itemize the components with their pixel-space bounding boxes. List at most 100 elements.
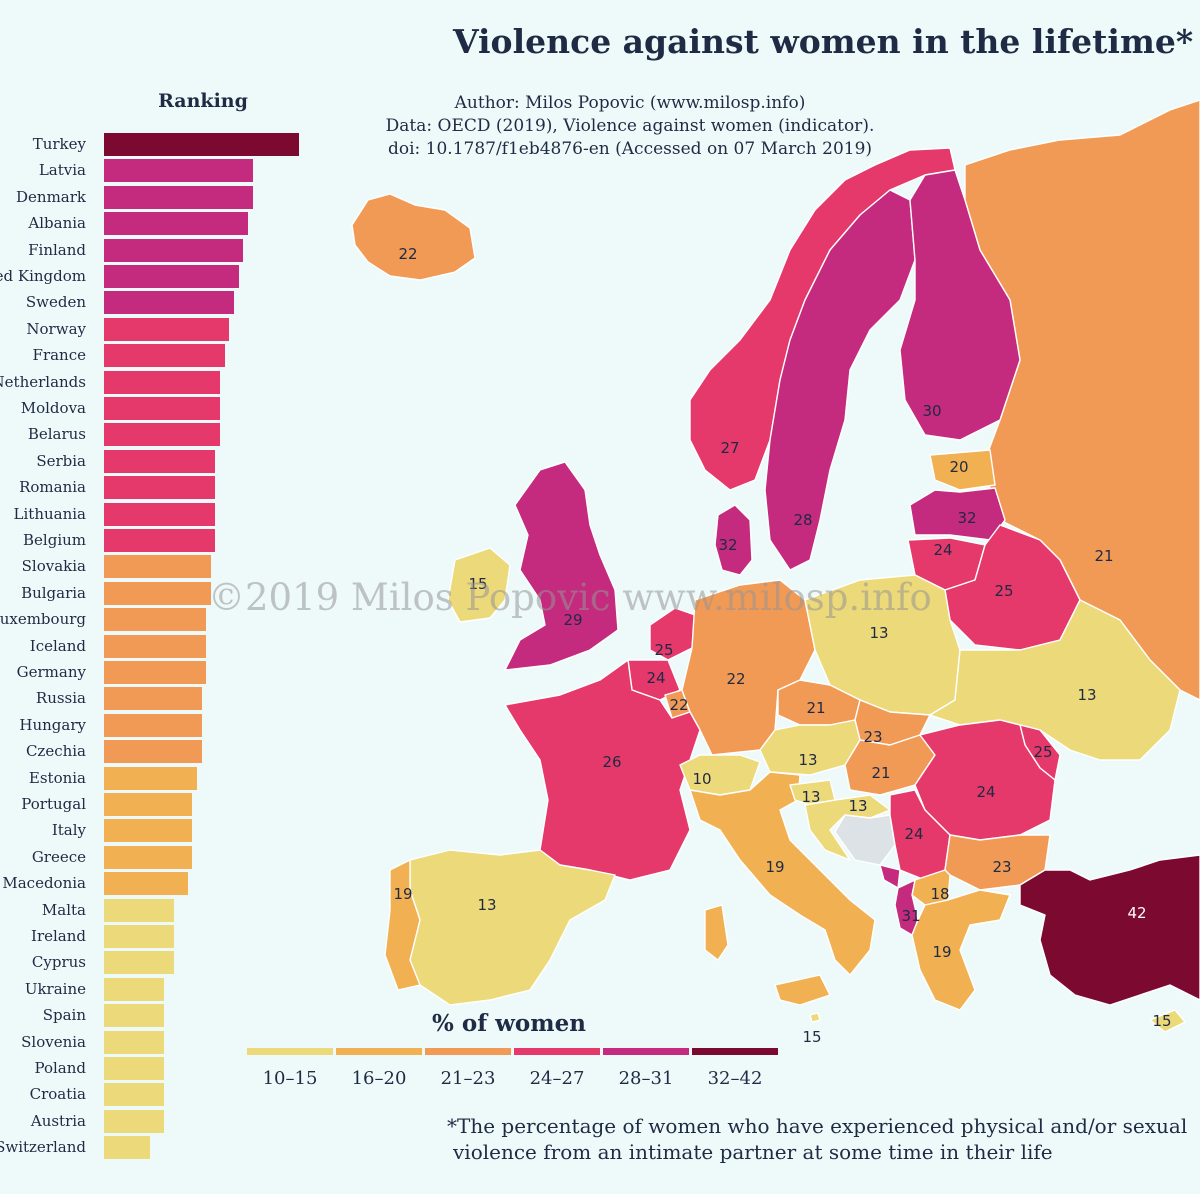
country-malta[interactable]: [809, 1012, 821, 1023]
country-montenegro[interactable]: [879, 864, 901, 889]
bar-11[interactable]: [104, 423, 221, 447]
legend-swatch-28-31: [603, 1048, 689, 1055]
country-sweden[interactable]: [764, 189, 916, 571]
bar-label: Belgium: [23, 531, 86, 549]
bar-34[interactable]: [104, 1030, 165, 1054]
country-romania[interactable]: [914, 719, 1056, 841]
bar-25[interactable]: [104, 793, 193, 816]
bar-14[interactable]: [104, 502, 216, 526]
bar-row: Austria: [0, 1109, 310, 1135]
country-estonia[interactable]: [929, 449, 996, 491]
legend-swatch-16-20: [336, 1048, 422, 1055]
bar-label: Spain: [42, 1006, 86, 1025]
bar-label: Italy: [51, 821, 86, 840]
country-turkey[interactable]: [1019, 854, 1200, 1006]
bar-6[interactable]: [104, 291, 234, 315]
bar-row: Turkey: [0, 132, 310, 158]
country-portugal[interactable]: [384, 859, 421, 991]
bar-20[interactable]: [104, 661, 207, 684]
country-italy-sicily[interactable]: [774, 974, 831, 1006]
bar-38[interactable]: [104, 1136, 151, 1160]
bar-36[interactable]: [104, 1083, 165, 1107]
bar-8[interactable]: [104, 344, 225, 368]
bar-label: Sweden: [25, 293, 86, 312]
country-greece[interactable]: [911, 889, 1011, 1011]
bar-32[interactable]: [104, 977, 165, 1001]
bar-label: Austria: [30, 1111, 86, 1130]
bar-1[interactable]: [104, 159, 253, 183]
map-label-latvia: 32: [957, 509, 976, 527]
bar-37[interactable]: [104, 1109, 165, 1133]
bar-13[interactable]: [104, 476, 216, 500]
bar-row: Russia: [0, 686, 310, 712]
bar-19[interactable]: [104, 634, 207, 658]
bar-17[interactable]: [104, 581, 211, 605]
bar-label: Turkey: [32, 135, 86, 153]
bar-29[interactable]: [104, 898, 174, 922]
map-label-slovakia: 23: [863, 728, 882, 746]
country-bosnia-no-data[interactable]: [834, 814, 896, 866]
bar-row: Hungary: [0, 713, 310, 739]
bar-label: Switzerland: [0, 1138, 86, 1157]
country-italy-sardinia[interactable]: [704, 904, 729, 961]
footnote-line-1: *The percentage of women who have experi…: [447, 1114, 1188, 1138]
bar-28[interactable]: [104, 872, 188, 896]
bar-label: Denmark: [16, 187, 86, 206]
bar-row: Spain: [0, 1003, 310, 1029]
country-spain[interactable]: [409, 849, 616, 1006]
bar-33[interactable]: [104, 1004, 165, 1028]
country-cyprus[interactable]: [1149, 1009, 1186, 1033]
map-label-ukraine: 13: [1077, 686, 1096, 704]
bar-row: Croatia: [0, 1082, 310, 1108]
map-label-denmark: 32: [718, 536, 737, 554]
bar-15[interactable]: [104, 529, 216, 552]
bar-35[interactable]: [104, 1057, 165, 1080]
bar-label: Malta: [41, 900, 86, 919]
bar-2[interactable]: [104, 185, 253, 209]
country-ireland[interactable]: [447, 547, 511, 623]
bar-row: ed Kingdom: [0, 264, 310, 290]
bar-4[interactable]: [104, 238, 244, 262]
bar-label: Slovenia: [21, 1032, 86, 1051]
country-latvia[interactable]: [909, 487, 1006, 541]
bar-label: Iceland: [29, 636, 86, 655]
bar-22[interactable]: [104, 713, 202, 737]
bar-row: Norway: [0, 317, 310, 343]
bar-row: Slovenia: [0, 1030, 310, 1056]
footnote: *The percentage of women who have experi…: [447, 1113, 1199, 1165]
bar-26[interactable]: [104, 819, 193, 843]
bar-row: Latvia: [0, 158, 310, 184]
map-label-greece: 19: [932, 943, 951, 961]
bar-10[interactable]: [104, 397, 221, 420]
country-denmark[interactable]: [714, 504, 753, 576]
map-label-ireland: 15: [468, 575, 487, 593]
bar-12[interactable]: [104, 449, 216, 473]
bar-27[interactable]: [104, 845, 193, 869]
bar-30[interactable]: [104, 925, 174, 948]
country-iceland[interactable]: [351, 193, 476, 281]
map-label-north-macedonia: 18: [930, 885, 949, 903]
bar-9[interactable]: [104, 370, 221, 394]
bar-16[interactable]: [104, 555, 211, 579]
bar-row: Malta: [0, 898, 310, 924]
bar-7[interactable]: [104, 317, 230, 341]
map-label-romania: 24: [976, 783, 995, 801]
bar-row: Portugal: [0, 792, 310, 818]
country-united-kingdom[interactable]: [504, 461, 619, 671]
bar-23[interactable]: [104, 740, 202, 764]
bar-0[interactable]: [104, 133, 299, 156]
country-france[interactable]: [504, 659, 701, 881]
country-italy[interactable]: [689, 771, 876, 976]
bar-21[interactable]: [104, 687, 202, 711]
map-label-united-kingdom: 29: [563, 611, 582, 629]
map-label-serbia: 24: [904, 825, 923, 843]
bar-31[interactable]: [104, 951, 174, 975]
bar-18[interactable]: [104, 608, 207, 632]
bar-24[interactable]: [104, 766, 197, 790]
country-norway[interactable]: [689, 147, 956, 491]
bar-3[interactable]: [104, 212, 248, 236]
bar-label: Poland: [34, 1059, 86, 1077]
country-finland[interactable]: [899, 169, 1021, 441]
bar-5[interactable]: [104, 265, 239, 288]
map-label-poland: 13: [869, 624, 888, 642]
